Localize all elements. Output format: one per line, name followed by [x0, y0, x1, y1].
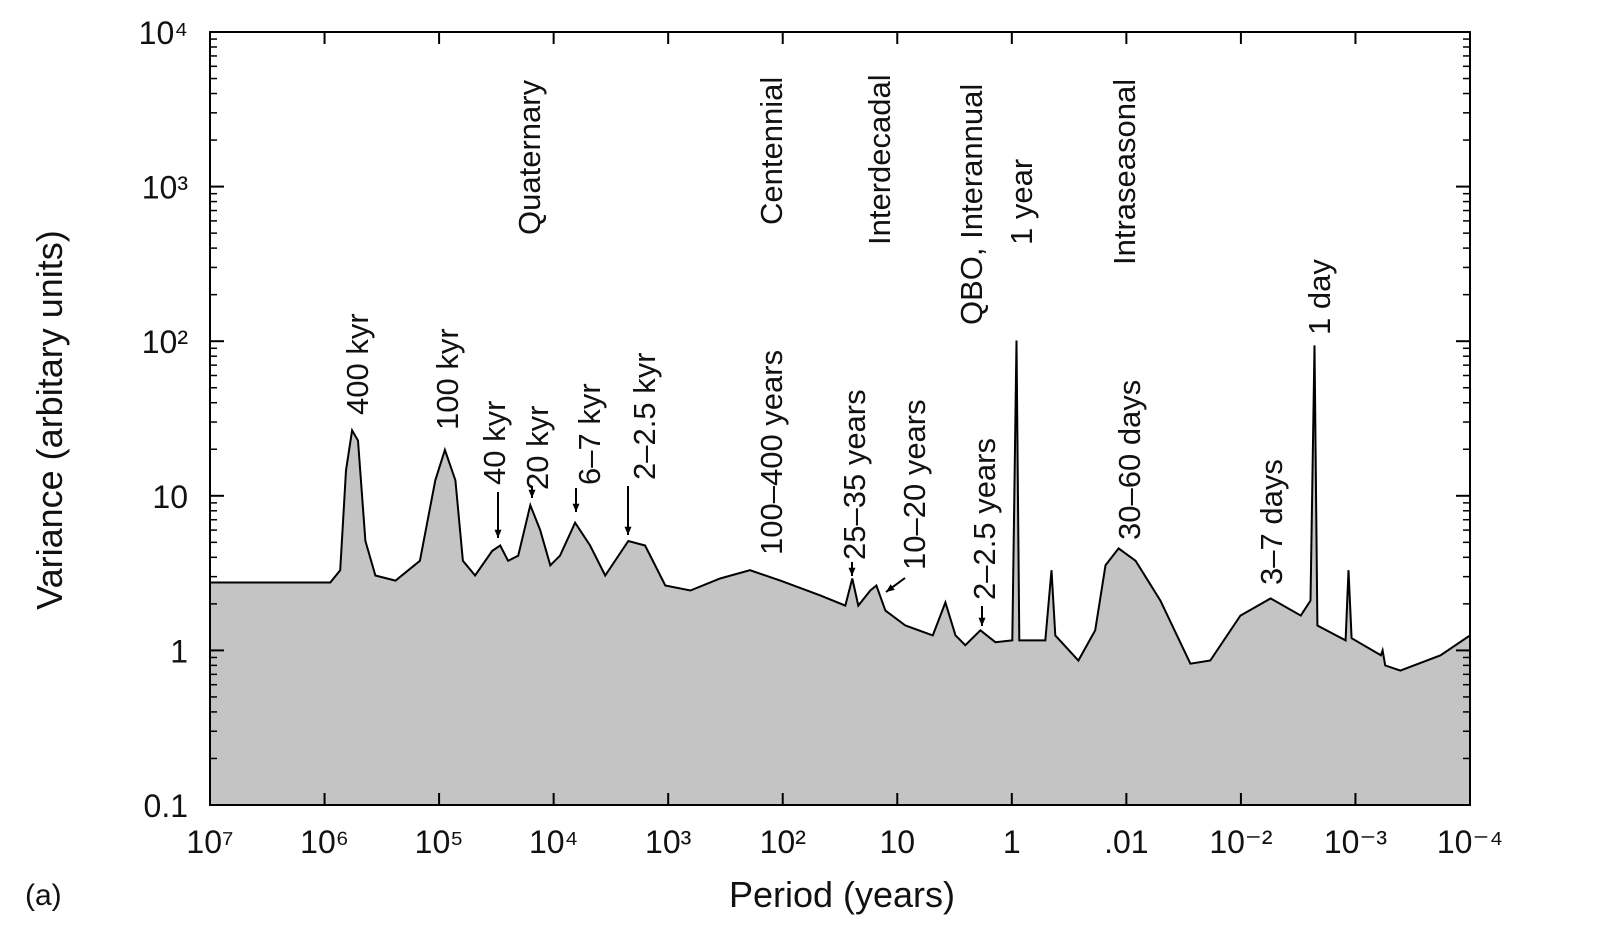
- arrow-head: [528, 489, 536, 498]
- annotation: 400 kyr: [340, 313, 375, 415]
- annotation: Centennial: [754, 77, 789, 225]
- annotation: 2–2.5 kyr: [627, 352, 662, 480]
- y-tick-label: 10²: [142, 324, 189, 360]
- annotation: Intraseasonal: [1107, 79, 1142, 265]
- annotation: 1 year: [1004, 159, 1039, 245]
- y-axis-label: Variance (arbitary units): [29, 230, 70, 609]
- area: [210, 340, 1470, 805]
- x-tick-label: 1: [1003, 824, 1021, 860]
- plot-frame: [209, 31, 1471, 806]
- annotation: Interdecadal: [862, 74, 897, 245]
- y-tick-label: 0.1: [144, 788, 188, 824]
- y-tick-label: 10: [152, 479, 188, 515]
- annotation: 3–7 days: [1254, 459, 1289, 585]
- y-tick-label: 10³: [142, 170, 189, 206]
- annotation: 20 kyr: [520, 406, 555, 490]
- x-tick-label: 10⁻²: [1209, 824, 1272, 860]
- arrow-head: [848, 567, 856, 576]
- x-tick-label: 10⁶: [300, 824, 349, 860]
- x-tick-label: 10⁻⁴: [1437, 824, 1503, 860]
- annotation: 10–20 years: [897, 399, 932, 570]
- x-axis-label: Period (years): [729, 874, 955, 915]
- arrow-head: [886, 584, 895, 592]
- x-tick-label: 10: [879, 824, 915, 860]
- annotation: 40 kyr: [477, 401, 512, 485]
- annotation: 1 day: [1302, 259, 1337, 335]
- x-tick-label: .01: [1104, 824, 1148, 860]
- annotation: QBO, Interannual: [954, 84, 989, 325]
- x-tick-label: 10³: [645, 824, 692, 860]
- y-tick-label: 1: [170, 633, 188, 669]
- x-tick-label: 10²: [760, 824, 807, 860]
- y-tick-label: 10⁴: [139, 15, 188, 51]
- annotation: 100–400 years: [754, 350, 789, 555]
- plot-area: [210, 340, 1471, 805]
- x-tick-label: 10⁷: [186, 824, 233, 860]
- arrow-head: [624, 526, 632, 535]
- arrow-head: [494, 529, 502, 538]
- annotation: 25–35 years: [837, 389, 872, 560]
- x-tick-label: 10⁻³: [1324, 824, 1387, 860]
- arrow-head: [572, 503, 580, 512]
- spectrum-line: [210, 340, 1471, 672]
- annotation: 6–7 kyr: [572, 383, 607, 485]
- arrow-head: [978, 617, 986, 626]
- annotation: 100 kyr: [430, 328, 465, 430]
- x-tick-label: 10⁴: [529, 824, 578, 860]
- x-tick-label: 10⁵: [415, 824, 464, 860]
- annotation: Quaternary: [512, 79, 547, 235]
- panel-label: (a): [25, 879, 62, 912]
- annotation: 2–2.5 years: [967, 438, 1002, 600]
- annotation: 30–60 days: [1112, 380, 1147, 540]
